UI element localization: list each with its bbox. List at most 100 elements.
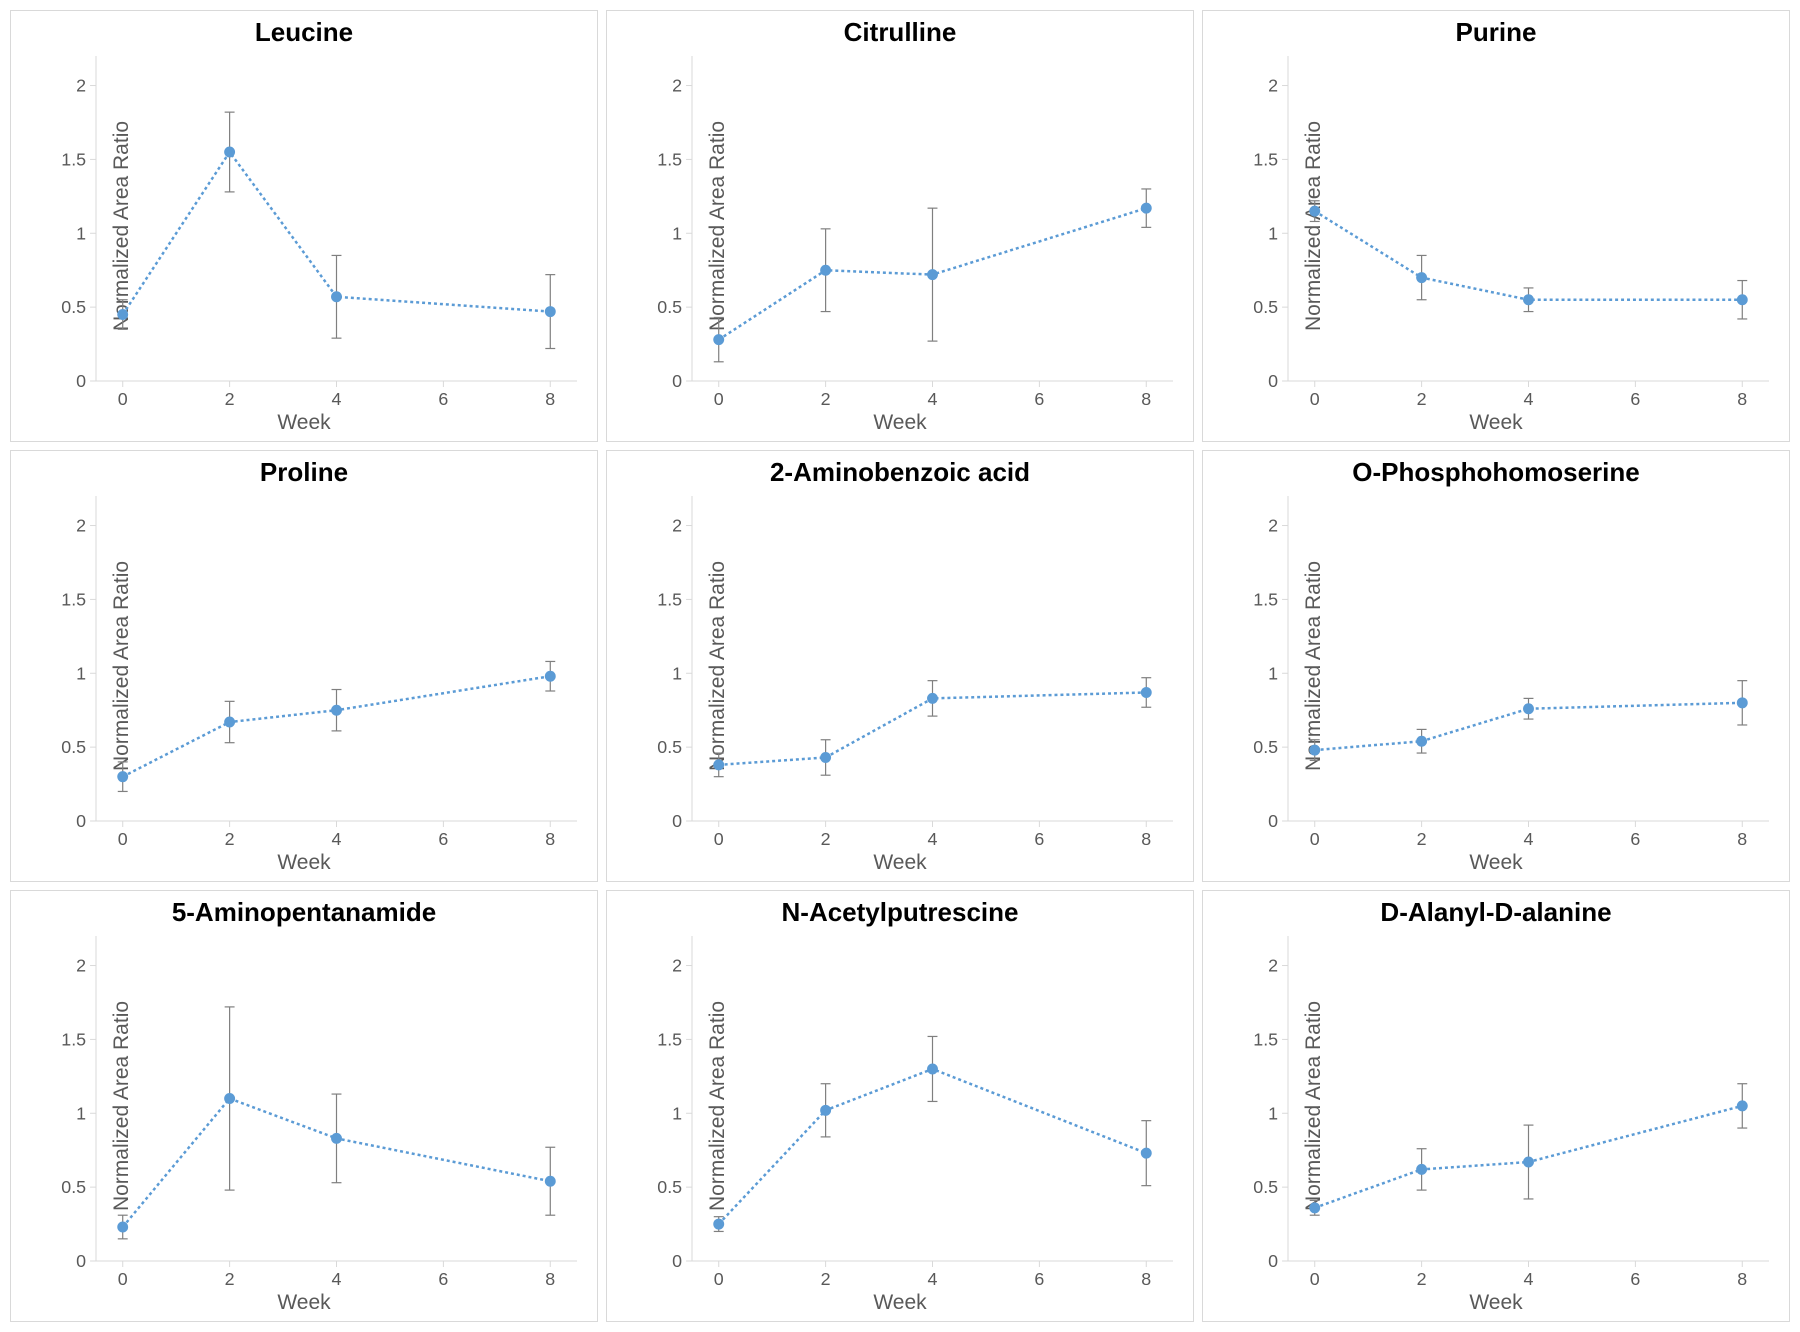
plot-area: 0246800.511.52 — [96, 56, 577, 381]
x-axis-label: Week — [1203, 1291, 1789, 1315]
svg-text:6: 6 — [438, 1269, 448, 1289]
svg-text:4: 4 — [928, 389, 938, 409]
svg-text:2: 2 — [76, 75, 86, 95]
chart-panel: ProlineNormalized Area RatioWeek0246800.… — [10, 450, 598, 882]
plot-area: 0246800.511.52 — [96, 496, 577, 821]
svg-text:8: 8 — [545, 829, 555, 849]
svg-text:8: 8 — [1737, 1269, 1747, 1289]
svg-text:0.5: 0.5 — [61, 737, 86, 757]
svg-text:0: 0 — [76, 1251, 86, 1271]
svg-text:4: 4 — [332, 829, 342, 849]
chart-title: 5-Aminopentanamide — [11, 897, 597, 928]
plot-area: 0246800.511.52 — [1288, 496, 1769, 821]
x-axis-label: Week — [11, 851, 597, 875]
chart-title: O-Phosphohomoserine — [1203, 457, 1789, 488]
x-axis-label: Week — [11, 1291, 597, 1315]
x-axis-label: Week — [607, 411, 1193, 435]
svg-text:0.5: 0.5 — [61, 1177, 86, 1197]
svg-text:0: 0 — [118, 1269, 128, 1289]
svg-text:0: 0 — [76, 371, 86, 391]
x-axis-label: Week — [1203, 411, 1789, 435]
chart-panel: 5-AminopentanamideNormalized Area RatioW… — [10, 890, 598, 1322]
chart-title: Proline — [11, 457, 597, 488]
svg-text:0: 0 — [76, 811, 86, 831]
chart-title: Purine — [1203, 17, 1789, 48]
svg-text:1.5: 1.5 — [657, 589, 682, 609]
svg-text:6: 6 — [1630, 1269, 1640, 1289]
svg-text:6: 6 — [438, 829, 448, 849]
svg-text:1: 1 — [76, 1103, 86, 1123]
svg-text:6: 6 — [1034, 389, 1044, 409]
x-axis-label: Week — [607, 1291, 1193, 1315]
chart-title: D-Alanyl-D-alanine — [1203, 897, 1789, 928]
svg-text:0.5: 0.5 — [1253, 297, 1278, 317]
svg-text:1.5: 1.5 — [1253, 1029, 1278, 1049]
svg-text:1: 1 — [672, 663, 682, 683]
svg-text:6: 6 — [1034, 1269, 1044, 1289]
svg-text:0: 0 — [1310, 829, 1320, 849]
svg-text:4: 4 — [928, 829, 938, 849]
svg-text:0.5: 0.5 — [657, 297, 682, 317]
svg-text:1.5: 1.5 — [61, 1029, 86, 1049]
svg-text:0: 0 — [714, 1269, 724, 1289]
svg-text:2: 2 — [1268, 955, 1278, 975]
svg-text:0.5: 0.5 — [61, 297, 86, 317]
svg-text:1.5: 1.5 — [1253, 149, 1278, 169]
svg-text:8: 8 — [1141, 389, 1151, 409]
svg-text:0: 0 — [1310, 389, 1320, 409]
svg-text:4: 4 — [332, 1269, 342, 1289]
chart-title: 2-Aminobenzoic acid — [607, 457, 1193, 488]
svg-text:0: 0 — [672, 811, 682, 831]
svg-text:2: 2 — [672, 515, 682, 535]
svg-text:0: 0 — [1268, 811, 1278, 831]
plot-area: 0246800.511.52 — [1288, 56, 1769, 381]
svg-text:6: 6 — [1630, 389, 1640, 409]
chart-panel: LeucineNormalized Area RatioWeek0246800.… — [10, 10, 598, 442]
svg-text:0: 0 — [672, 1251, 682, 1271]
x-axis-label: Week — [11, 411, 597, 435]
x-axis-label: Week — [607, 851, 1193, 875]
svg-text:0: 0 — [672, 371, 682, 391]
svg-text:2: 2 — [1268, 75, 1278, 95]
svg-text:0: 0 — [118, 389, 128, 409]
svg-text:2: 2 — [76, 515, 86, 535]
svg-text:0: 0 — [1268, 1251, 1278, 1271]
plot-area: 0246800.511.52 — [692, 496, 1173, 821]
svg-text:2: 2 — [225, 1269, 235, 1289]
svg-text:8: 8 — [1141, 1269, 1151, 1289]
svg-text:2: 2 — [76, 955, 86, 975]
svg-text:8: 8 — [1737, 829, 1747, 849]
svg-text:0: 0 — [1268, 371, 1278, 391]
svg-text:8: 8 — [545, 1269, 555, 1289]
svg-text:1.5: 1.5 — [657, 1029, 682, 1049]
chart-title: N-Acetylputrescine — [607, 897, 1193, 928]
svg-text:1.5: 1.5 — [657, 149, 682, 169]
svg-text:4: 4 — [1524, 389, 1534, 409]
chart-panel: O-PhosphohomoserineNormalized Area Ratio… — [1202, 450, 1790, 882]
svg-text:6: 6 — [1630, 829, 1640, 849]
plot-area: 0246800.511.52 — [692, 936, 1173, 1261]
svg-text:0: 0 — [1310, 1269, 1320, 1289]
chart-panel: CitrullineNormalized Area RatioWeek02468… — [606, 10, 1194, 442]
svg-text:0.5: 0.5 — [1253, 1177, 1278, 1197]
svg-text:2: 2 — [1417, 829, 1427, 849]
svg-text:2: 2 — [1268, 515, 1278, 535]
chart-panel: N-AcetylputrescineNormalized Area RatioW… — [606, 890, 1194, 1322]
chart-panel: PurineNormalized Area RatioWeek0246800.5… — [1202, 10, 1790, 442]
svg-text:1: 1 — [76, 663, 86, 683]
svg-text:1: 1 — [672, 223, 682, 243]
plot-area: 0246800.511.52 — [96, 936, 577, 1261]
svg-text:1: 1 — [1268, 663, 1278, 683]
svg-text:1.5: 1.5 — [61, 149, 86, 169]
svg-text:1.5: 1.5 — [1253, 589, 1278, 609]
plot-area: 0246800.511.52 — [692, 56, 1173, 381]
svg-text:1: 1 — [1268, 223, 1278, 243]
svg-text:1: 1 — [672, 1103, 682, 1123]
svg-text:4: 4 — [1524, 1269, 1534, 1289]
svg-text:0.5: 0.5 — [1253, 737, 1278, 757]
svg-text:4: 4 — [1524, 829, 1534, 849]
chart-panel: D-Alanyl-D-alanineNormalized Area RatioW… — [1202, 890, 1790, 1322]
svg-text:8: 8 — [545, 389, 555, 409]
chart-title: Citrulline — [607, 17, 1193, 48]
chart-grid: LeucineNormalized Area RatioWeek0246800.… — [10, 10, 1790, 1322]
